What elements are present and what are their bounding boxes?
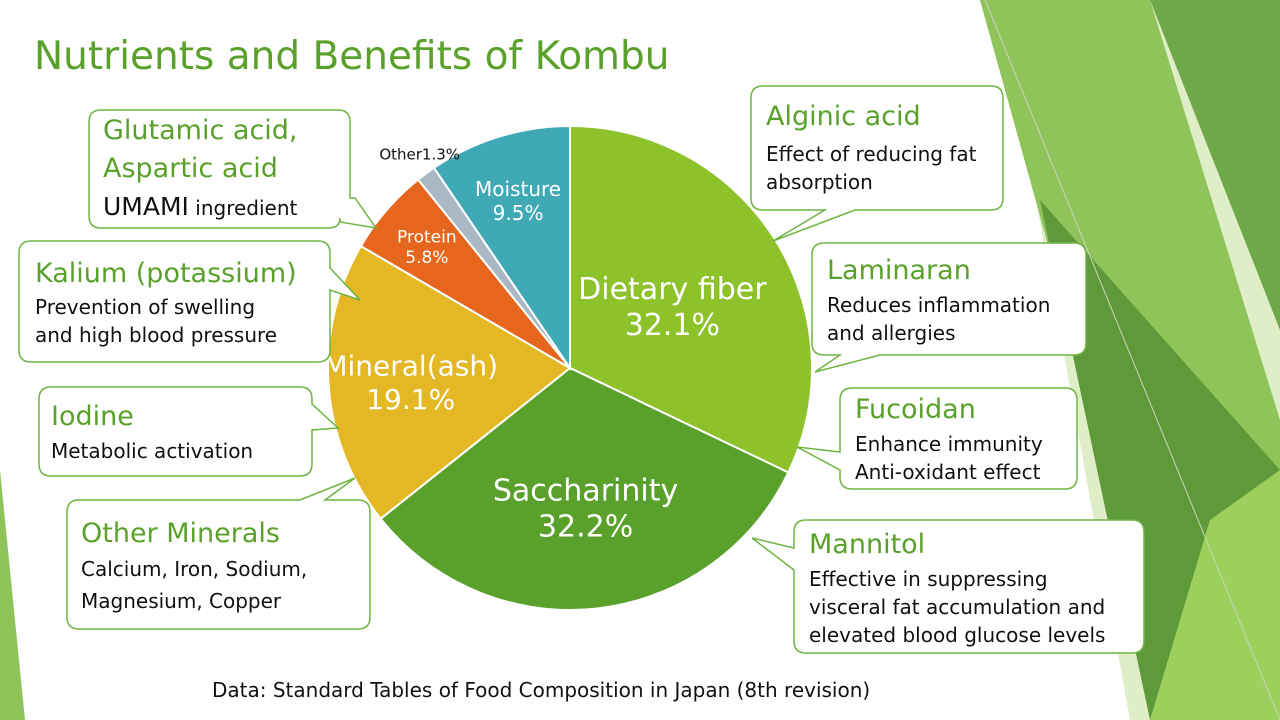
callout-laminaran-body2: and allergies xyxy=(827,321,956,345)
pie-label-saccharinity-name: Saccharinity xyxy=(493,474,678,509)
umami-strong: UMAMI xyxy=(103,192,189,221)
pie-slice-labels: Dietary fiber 32.1% Saccharinity 32.2% Miner… xyxy=(323,145,767,544)
callout-fucoidan-body1: Enhance immunity xyxy=(855,432,1043,456)
callout-iodine-box xyxy=(38,386,340,477)
callout-other-minerals-box xyxy=(66,477,371,630)
callout-laminaran-box xyxy=(811,242,1087,373)
pie-label-moisture-name: Moisture xyxy=(475,177,561,201)
pie-label-saccharinity-value: 32.2% xyxy=(538,510,633,545)
callout-mannitol-head: Mannitol xyxy=(809,529,926,560)
callout-kalium-body1: Prevention of swelling xyxy=(35,295,256,319)
pie-slice-dietary-fiber xyxy=(569,124,813,474)
callout-kalium-box xyxy=(18,240,361,363)
pie-slice-mineral-ash xyxy=(327,244,572,521)
pie-label-dietary-fiber-value: 32.1% xyxy=(625,308,720,343)
callout-laminaran-body1: Reduces inflammation xyxy=(827,293,1051,317)
page-title: Nutrients and Benefits of Kombu xyxy=(34,34,670,79)
pie-label-mineral-ash-name: Mineral(ash) xyxy=(323,349,498,382)
bg-shape-bottom xyxy=(1150,470,1280,720)
callout-other-minerals-body2: Magnesium, Copper xyxy=(81,589,282,613)
callout-fucoidan-head: Fucoidan xyxy=(855,394,976,425)
callout-alginic-box xyxy=(750,85,1004,242)
callout-other-minerals-body1: Calcium, Iron, Sodium, xyxy=(81,557,308,581)
umami-rest: ingredient xyxy=(188,196,298,220)
callout-umami-head2: Aspartic acid xyxy=(103,153,278,184)
bg-shape-dark xyxy=(1150,0,1280,330)
callout-umami-head1: Glutamic acid, xyxy=(103,115,298,146)
pie-slice-saccharinity xyxy=(379,366,790,611)
callout-mannitol-box xyxy=(751,519,1145,654)
callout-kalium-body2: and high blood pressure xyxy=(35,323,278,347)
callout-alginic-head: Alginic acid xyxy=(766,101,921,132)
pie-label-saccharinity: Saccharinity 32.2% xyxy=(493,474,678,545)
callout-mannitol-body2: visceral fat accumulation and xyxy=(809,595,1106,619)
data-source-note: Data: Standard Tables of Food Compositio… xyxy=(212,678,871,702)
callout-iodine-head: Iodine xyxy=(51,401,134,432)
pie-slice-moisture xyxy=(432,124,571,372)
pie-label-moisture: Moisture 9.5% xyxy=(475,177,561,225)
callout-fucoidan-box xyxy=(796,387,1078,490)
callout-mannitol-body3: elevated blood glucose levels xyxy=(809,623,1106,647)
pie-label-protein-value: 5.8% xyxy=(405,248,448,268)
callout-iodine-body1: Metabolic activation xyxy=(51,439,254,463)
callout-alginic-body1: Effect of reducing fat xyxy=(766,142,977,166)
callout-laminaran-head: Laminaran xyxy=(827,255,971,286)
pie-label-protein: Protein 5.8% xyxy=(397,227,457,267)
pie-label-dietary-fiber: Dietary fiber 32.1% xyxy=(578,272,767,343)
pie-label-other: Other1.3% xyxy=(379,145,460,163)
callout-fucoidan-body2: Anti-oxidant effect xyxy=(855,460,1041,484)
pie-slices xyxy=(327,124,813,611)
bg-shape-left xyxy=(0,470,25,720)
callout-mannitol-body1: Effective in suppressing xyxy=(809,567,1048,591)
pie-label-moisture-value: 9.5% xyxy=(493,201,544,225)
bg-line xyxy=(984,0,1280,720)
pie-label-mineral-ash-value: 19.1% xyxy=(366,383,455,416)
callout-umami-box xyxy=(88,109,378,230)
callout-umami-body: UMAMI ingredient xyxy=(103,193,297,222)
callout-alginic-body2: absorption xyxy=(766,170,873,194)
pie-label-protein-name: Protein xyxy=(397,227,457,247)
pie-label-dietary-fiber-name: Dietary fiber xyxy=(578,272,767,307)
pie-label-mineral-ash: Mineral(ash) 19.1% xyxy=(323,349,498,416)
callout-other-minerals-head: Other Minerals xyxy=(81,518,280,549)
callout-kalium-head: Kalium (potassium) xyxy=(35,258,297,289)
